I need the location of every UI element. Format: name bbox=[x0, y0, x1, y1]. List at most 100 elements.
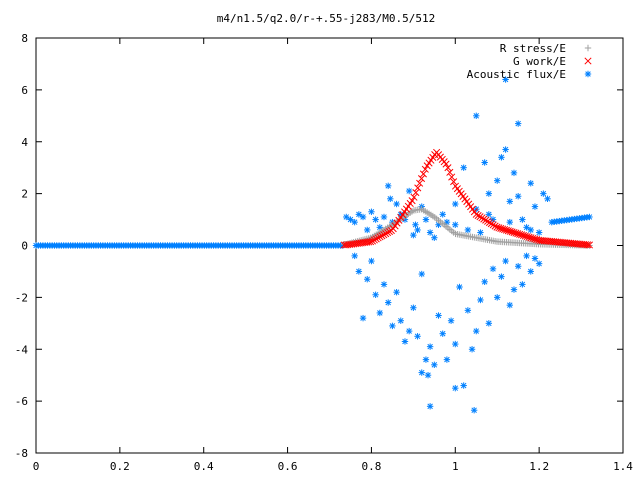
g-work-point bbox=[368, 237, 377, 245]
g-work-point bbox=[367, 238, 375, 246]
acoustic-flux-point bbox=[527, 268, 534, 275]
g-work-point bbox=[374, 234, 382, 242]
acoustic-flux-point bbox=[502, 257, 509, 265]
acoustic-flux-point bbox=[405, 327, 413, 335]
acoustic-flux-point bbox=[523, 252, 530, 260]
g-work-point bbox=[421, 165, 429, 173]
acoustic-flux-point bbox=[494, 294, 501, 301]
acoustic-flux-point bbox=[586, 213, 593, 221]
acoustic-flux-point bbox=[418, 270, 425, 278]
acoustic-flux-point bbox=[418, 369, 425, 376]
acoustic-flux-point bbox=[385, 299, 392, 306]
y-tick-label: 2 bbox=[21, 188, 28, 201]
acoustic-flux-point bbox=[452, 221, 459, 228]
acoustic-flux-point bbox=[510, 286, 518, 293]
legend-label-r-stress: R stress/E bbox=[500, 42, 566, 55]
acoustic-flux-point bbox=[456, 283, 463, 291]
acoustic-flux-point bbox=[464, 226, 472, 234]
acoustic-flux-point bbox=[368, 257, 375, 265]
acoustic-flux-point bbox=[498, 154, 505, 161]
acoustic-flux-point bbox=[372, 216, 379, 223]
x-tick-label: 1.4 bbox=[613, 460, 633, 473]
g-work-point bbox=[478, 214, 486, 222]
g-work-point bbox=[410, 193, 418, 201]
acoustic-flux-point bbox=[473, 112, 480, 120]
acoustic-flux-point bbox=[410, 231, 417, 239]
acoustic-flux-point bbox=[387, 195, 394, 203]
y-tick-label: 8 bbox=[21, 32, 28, 45]
g-work-point bbox=[408, 197, 416, 205]
acoustic-flux-point bbox=[464, 307, 472, 314]
x-tick-label: 1.2 bbox=[529, 460, 549, 473]
acoustic-flux-point bbox=[422, 216, 430, 223]
g-work-point bbox=[487, 220, 495, 228]
g-work-point bbox=[476, 213, 484, 221]
legend-marker-r-stress bbox=[584, 44, 592, 52]
g-work-point bbox=[442, 160, 450, 168]
y-tick-label: 4 bbox=[21, 136, 28, 149]
axis-ticks: 0 0.2 0.4 0.6 0.8 1 1.2 1.4 -8 -6 -4 -2 0 2 4 6 8 bbox=[15, 32, 634, 473]
acoustic-flux-point bbox=[531, 255, 539, 262]
acoustic-flux-point bbox=[401, 338, 409, 345]
acoustic-flux-point bbox=[364, 226, 371, 234]
acoustic-flux-point bbox=[506, 218, 513, 226]
acoustic-flux-point bbox=[502, 146, 509, 153]
acoustic-flux-point bbox=[368, 208, 375, 215]
acoustic-flux-point bbox=[452, 200, 459, 208]
g-work-point bbox=[491, 222, 499, 230]
acoustic-flux-point bbox=[514, 193, 522, 200]
g-work-point bbox=[380, 231, 388, 239]
series-layer bbox=[32, 44, 594, 414]
acoustic-flux-point bbox=[489, 265, 497, 273]
acoustic-flux-point bbox=[531, 203, 539, 210]
x-tick-label: 1 bbox=[452, 460, 459, 473]
g-work-point bbox=[384, 229, 392, 237]
g-work-point bbox=[385, 228, 394, 236]
y-tick-label: -2 bbox=[15, 291, 28, 304]
x-tick-label: 0.4 bbox=[194, 460, 214, 473]
g-work-point bbox=[376, 233, 384, 241]
acoustic-flux-point bbox=[506, 198, 513, 205]
acoustic-flux-point bbox=[514, 263, 522, 270]
acoustic-flux-point bbox=[485, 320, 493, 327]
g-work-point bbox=[472, 210, 480, 218]
g-work-point bbox=[417, 175, 426, 183]
acoustic-flux-point bbox=[351, 218, 358, 226]
g-work-point bbox=[585, 241, 594, 249]
acoustic-flux-point bbox=[389, 322, 396, 330]
y-tick-label: 0 bbox=[21, 240, 28, 253]
g-work-point bbox=[446, 168, 454, 176]
acoustic-flux-point bbox=[431, 361, 438, 369]
acoustic-flux-point bbox=[519, 216, 526, 223]
acoustic-flux-point bbox=[426, 403, 434, 410]
g-work-point bbox=[416, 179, 424, 187]
acoustic-flux-point bbox=[405, 187, 413, 195]
acoustic-flux-point bbox=[376, 309, 384, 317]
acoustic-flux-point bbox=[481, 278, 488, 286]
acoustic-flux-point bbox=[359, 213, 367, 221]
acoustic-flux-point bbox=[510, 169, 518, 177]
g-work-point bbox=[372, 235, 380, 243]
g-work-point bbox=[482, 216, 490, 224]
acoustic-flux-point bbox=[426, 229, 434, 236]
acoustic-flux-point bbox=[443, 356, 451, 363]
y-tick-label: -6 bbox=[15, 395, 28, 408]
acoustic-flux-point bbox=[414, 226, 421, 234]
acoustic-flux-point bbox=[477, 229, 484, 236]
acoustic-flux-point bbox=[481, 159, 488, 166]
acoustic-flux-point bbox=[447, 317, 455, 324]
y-tick-label: -4 bbox=[15, 343, 29, 356]
acoustic-flux-point bbox=[424, 371, 432, 379]
acoustic-flux-point bbox=[540, 190, 547, 197]
g-work-point bbox=[378, 232, 386, 240]
acoustic-flux-point bbox=[506, 301, 513, 309]
acoustic-flux-point bbox=[544, 195, 551, 203]
acoustic-flux-point bbox=[439, 330, 446, 337]
acoustic-flux-point bbox=[460, 382, 467, 389]
acoustic-flux-point bbox=[452, 340, 459, 348]
g-work-point bbox=[444, 164, 452, 172]
g-work-point bbox=[485, 218, 494, 227]
g-work-point bbox=[419, 170, 427, 178]
g-work-point bbox=[382, 230, 390, 238]
